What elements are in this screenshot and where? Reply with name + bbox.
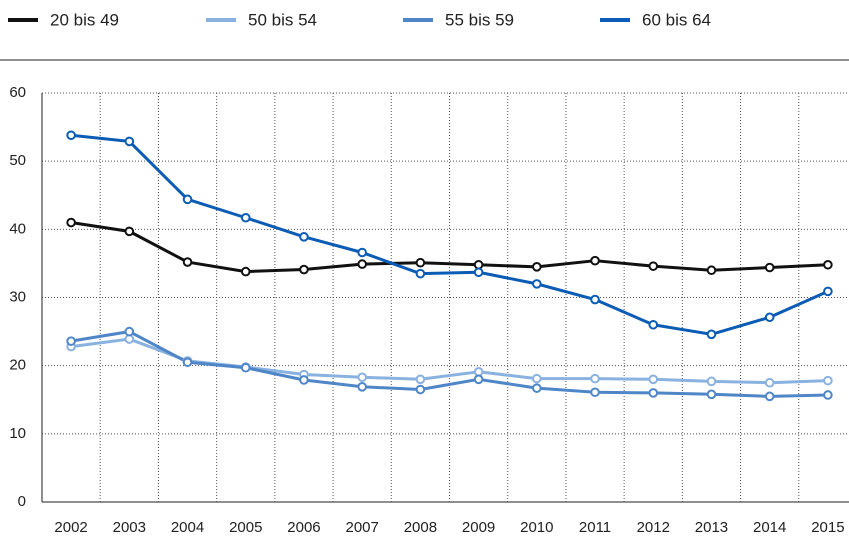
point bbox=[648, 261, 659, 271]
x-tick-label: 2011 bbox=[579, 519, 611, 536]
y-tick-label: 0 bbox=[18, 493, 26, 510]
point bbox=[473, 374, 484, 385]
point bbox=[240, 362, 251, 373]
point bbox=[66, 130, 76, 141]
point bbox=[532, 373, 542, 384]
x-tick-label: 2003 bbox=[113, 519, 146, 536]
point bbox=[706, 389, 717, 400]
point bbox=[532, 279, 542, 289]
point bbox=[240, 212, 251, 223]
y-tick-label: 50 bbox=[9, 152, 26, 169]
point bbox=[66, 336, 76, 346]
point bbox=[357, 259, 367, 269]
series-line bbox=[70, 133, 829, 336]
x-tick-label: 2006 bbox=[287, 519, 320, 536]
legend-label: 50 bis 54 bbox=[248, 10, 317, 29]
x-tick-label: 2014 bbox=[753, 519, 786, 536]
point bbox=[823, 375, 833, 386]
point bbox=[648, 374, 659, 385]
point bbox=[764, 391, 775, 402]
point bbox=[240, 266, 251, 277]
point bbox=[823, 286, 833, 297]
point bbox=[299, 264, 309, 275]
point bbox=[823, 259, 833, 270]
point bbox=[590, 294, 600, 305]
point bbox=[357, 247, 367, 258]
point bbox=[590, 387, 600, 398]
y-tick-label: 10 bbox=[9, 425, 26, 442]
point bbox=[182, 194, 193, 205]
x-tick-label: 2010 bbox=[520, 519, 553, 536]
point bbox=[66, 217, 76, 228]
point bbox=[590, 373, 600, 384]
legend-label: 60 bis 64 bbox=[642, 10, 711, 29]
point bbox=[124, 136, 135, 147]
x-tick-label: 2002 bbox=[54, 519, 87, 536]
point bbox=[706, 329, 717, 340]
point bbox=[357, 381, 367, 392]
y-tick-label: 30 bbox=[9, 288, 26, 305]
x-tick-label: 2015 bbox=[811, 519, 844, 536]
point bbox=[764, 377, 775, 388]
y-tick-label: 20 bbox=[9, 357, 26, 374]
y-tick-label: 60 bbox=[9, 84, 26, 101]
x-tick-label: 2005 bbox=[229, 519, 262, 536]
x-tick-label: 2009 bbox=[462, 519, 495, 536]
point bbox=[590, 255, 600, 266]
point bbox=[648, 388, 659, 398]
point bbox=[415, 384, 426, 395]
point bbox=[124, 226, 135, 237]
point bbox=[473, 267, 484, 278]
point bbox=[764, 312, 775, 323]
point bbox=[532, 383, 542, 393]
point bbox=[415, 374, 426, 385]
point bbox=[706, 265, 717, 276]
point bbox=[124, 334, 135, 344]
point bbox=[124, 326, 135, 337]
x-tick-label: 2012 bbox=[637, 519, 670, 536]
point bbox=[415, 257, 426, 268]
x-tick-label: 2013 bbox=[695, 519, 728, 536]
point bbox=[299, 232, 309, 242]
x-tick-label: 2004 bbox=[171, 519, 204, 536]
point bbox=[764, 262, 775, 273]
x-tick-label: 2007 bbox=[345, 519, 378, 536]
point bbox=[648, 319, 659, 330]
point bbox=[473, 259, 484, 270]
point bbox=[299, 375, 309, 385]
point bbox=[473, 367, 484, 377]
point bbox=[823, 390, 833, 400]
point bbox=[415, 268, 426, 279]
y-tick-label: 40 bbox=[9, 220, 26, 237]
point bbox=[706, 376, 717, 387]
x-tick-label: 2008 bbox=[404, 519, 437, 536]
point bbox=[532, 262, 542, 272]
legend-label: 55 bis 59 bbox=[445, 10, 514, 29]
legend-label: 20 bis 49 bbox=[50, 10, 119, 29]
point bbox=[182, 257, 193, 267]
series-line bbox=[70, 221, 828, 274]
point bbox=[357, 372, 367, 383]
point bbox=[182, 357, 193, 368]
series-line bbox=[70, 330, 828, 398]
